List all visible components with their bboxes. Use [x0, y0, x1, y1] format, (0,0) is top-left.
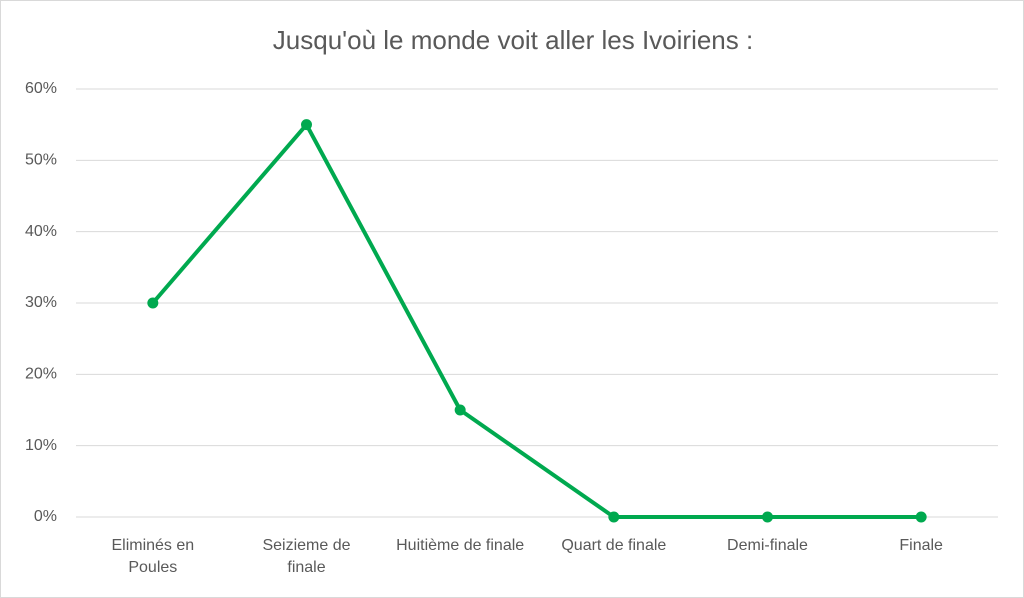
- data-point: [454, 404, 466, 416]
- y-tick-label: 10%: [25, 437, 57, 454]
- y-tick-label: 20%: [25, 366, 57, 383]
- data-point: [301, 119, 312, 131]
- data-point: [915, 511, 927, 523]
- data-point: [608, 511, 620, 523]
- data-point: [147, 297, 159, 309]
- x-tick-label: Huitième de finale: [396, 537, 525, 554]
- y-tick-label: 0%: [34, 508, 57, 525]
- x-tick-label: Demi-finale: [727, 537, 808, 554]
- x-tick-label: Eliminés en Poules: [111, 537, 195, 576]
- x-tick-label: Finale: [899, 537, 943, 554]
- x-tick-label: Quart de finale: [561, 537, 667, 554]
- chart-title: Jusqu'où le monde voit aller les Ivoirie…: [272, 25, 754, 55]
- x-tick-label: Seizieme de finale: [262, 537, 351, 576]
- data-point: [762, 511, 773, 523]
- series-line: [151, 122, 922, 519]
- y-tick-label: 40%: [25, 223, 57, 240]
- y-tick-label: 50%: [25, 152, 57, 169]
- y-tick-label: 60%: [25, 80, 57, 97]
- y-tick-label: 30%: [25, 294, 57, 311]
